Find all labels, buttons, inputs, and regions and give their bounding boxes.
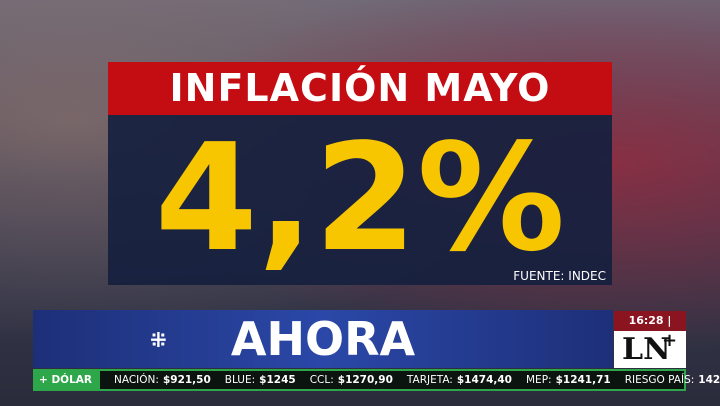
ticker-label: + DÓLAR: [35, 371, 100, 389]
lower-third-text: AHORA: [230, 312, 416, 366]
ticker-item-label: RIESGO PAÍS:: [624, 374, 695, 386]
ticker-item: MEP: $1241,71: [526, 374, 611, 386]
ticker-item-label: BLUE:: [224, 374, 256, 386]
ticker-item-value: $921,50: [162, 374, 211, 386]
source: FUENTE: INDEC: [513, 269, 606, 283]
clock: 16:28 | 27.6°: [614, 311, 686, 347]
ticker-item-value: $1241,71: [555, 374, 611, 386]
ticker: + DÓLAR NACIÓN: $921,50 BLUE: $1245 CCL: $127…: [33, 369, 720, 391]
ticker-item-label: TARJETA:: [406, 374, 453, 386]
ticker-item: NACIÓN: $921,50: [114, 374, 211, 386]
headline-panel: [108, 115, 612, 285]
ticker-item-value: $1474,40: [456, 374, 512, 386]
ticker-item-value: $1270,90: [337, 374, 393, 386]
ticker-item-label: MEP:: [526, 374, 552, 386]
headline-value: 4,2%: [154, 112, 566, 284]
ticker-item-value: 1421: [698, 374, 720, 386]
ticker-item-label: CCL:: [309, 374, 334, 386]
logo-plus: +: [662, 330, 678, 351]
ticker-item: BLUE: $1245: [225, 374, 296, 386]
logo-box: [614, 331, 686, 368]
ticker-item-label: NACIÓN:: [114, 374, 159, 386]
ticker-item: TARJETA: $1474,40: [407, 374, 512, 386]
plus-icon: ⁜: [150, 328, 167, 352]
lower-third-bar: [33, 310, 613, 368]
ticker-item-value: $1245: [259, 374, 296, 386]
ticker-item: RIESGO PAÍS:1421: [625, 374, 720, 386]
ticker-item: CCL: $1270,90: [310, 374, 393, 386]
title-banner: INFLACIÓN MAYO: [108, 62, 612, 115]
logo: LN: [622, 332, 671, 367]
